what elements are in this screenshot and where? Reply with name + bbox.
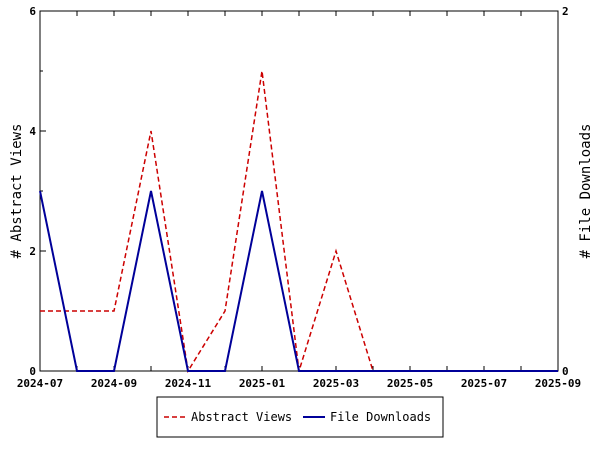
legend-box — [156, 396, 444, 438]
x-tick-label-2024-07: 2024-07 — [17, 377, 63, 390]
series-line-abstract-views — [40, 70, 558, 374]
legend: Abstract Views File Downloads — [156, 396, 444, 438]
legend-label-file-downloads: File Downloads — [330, 410, 431, 424]
x-tick-label-2024-09: 2024-09 — [91, 377, 137, 390]
x-tick-label-2025-05: 2025-05 — [387, 377, 433, 390]
x-tick-label-2024-11: 2024-11 — [165, 377, 212, 390]
y-axis-right-title: # File Downloads — [578, 124, 594, 259]
y-axis-left-title: # Abstract Views — [9, 124, 25, 259]
legend-label-abstract-views: Abstract Views — [191, 410, 292, 424]
series-line-file-downloads — [39, 190, 558, 372]
x-tick-label-2025-03: 2025-03 — [313, 377, 359, 390]
x-tick-label-2025-07: 2025-07 — [461, 377, 507, 390]
x-tick-label-2025-01: 2025-01 — [239, 377, 286, 390]
plot-frame — [39, 10, 559, 372]
y-right-tick-label-2: 2 — [562, 5, 569, 18]
plot-area: 2024-07 2024-09 2024-11 2025-01 2025-03 2025-… — [17, 5, 581, 390]
y-left-tick-label-0: 0 — [29, 365, 36, 378]
y-right-tick-label-0: 0 — [562, 365, 569, 378]
y-left-tick-label-2: 2 — [29, 245, 36, 258]
y-left-tick-label-4: 4 — [29, 125, 36, 138]
x-tick-label-2025-09: 2025-09 — [535, 377, 581, 390]
y-left-tick-label-6: 6 — [29, 5, 36, 18]
